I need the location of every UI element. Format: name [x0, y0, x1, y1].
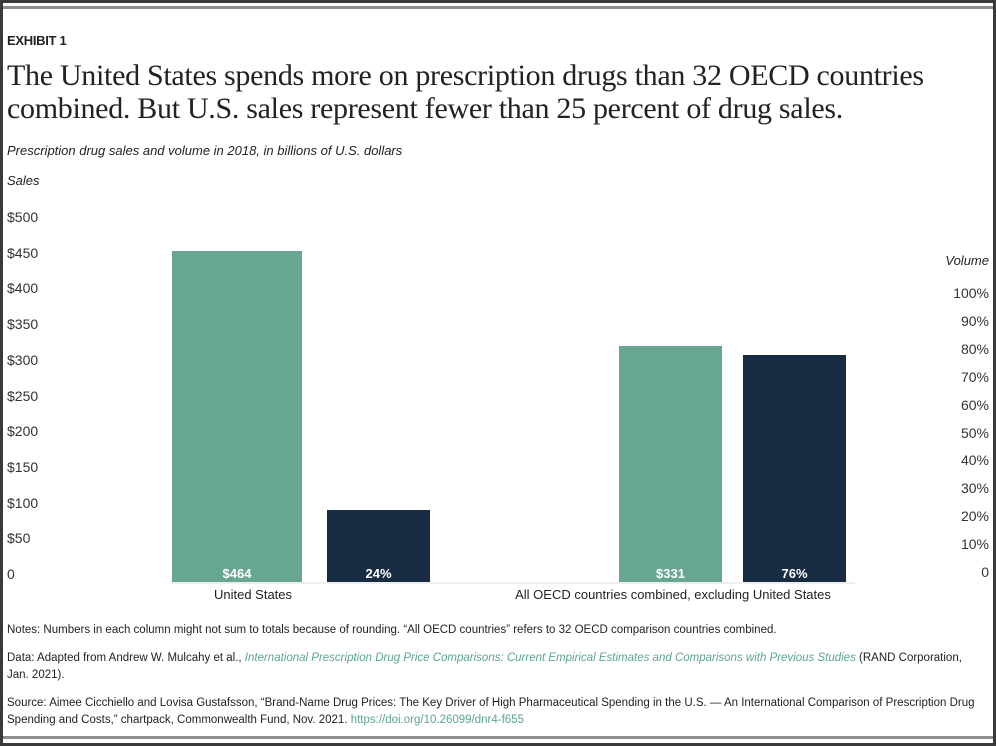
sales-value-label: $464 [222, 566, 252, 581]
left-tick-label: $100 [7, 494, 39, 511]
sales-bar [619, 345, 722, 582]
left-tick-label: $350 [7, 316, 39, 333]
volume-value-label: 76% [781, 566, 808, 581]
volume-value-label: 24% [365, 566, 392, 581]
left-tick-label: $150 [7, 458, 39, 475]
right-tick-label: 0 [981, 564, 989, 580]
source-text: Source: Aimee Cicchiello and Lovisa Gust… [7, 695, 982, 729]
category-label: All OECD countries combined, excluding U… [515, 587, 831, 602]
data-text: Data: Adapted from Andrew W. Mulcahy et … [7, 650, 982, 684]
category-label: United States [213, 587, 293, 602]
data-source-link[interactable]: International Prescription Drug Price Co… [244, 652, 856, 664]
exhibit-page: EXHIBIT 1 The United States spends more … [3, 3, 993, 743]
right-tick-label: 30% [960, 480, 989, 497]
left-tick-label: 0 [7, 566, 15, 582]
source-prefix: Source: Aimee Cicchiello and Lovisa Gust… [7, 697, 975, 726]
doi-link[interactable]: https://doi.org/10.26099/dnr4-f655 [350, 714, 524, 726]
baseline [171, 582, 855, 584]
left-tick-label: $250 [7, 387, 39, 404]
bottom-rule [3, 736, 993, 739]
right-tick-label: 50% [960, 424, 989, 441]
left-tick-label: $500 [7, 209, 39, 225]
right-tick-label: 60% [960, 396, 989, 413]
right-tick-label: 90% [960, 312, 989, 329]
left-tick-label: $300 [7, 351, 39, 368]
left-tick-label: $50 [7, 530, 31, 547]
exhibit-label: EXHIBIT 1 [7, 33, 67, 48]
right-tick-label: 10% [960, 536, 989, 553]
left-axis-label: Sales [7, 173, 40, 188]
right-axis-label: Volume [945, 253, 989, 268]
top-rule [3, 6, 993, 9]
right-tick-label: 70% [960, 368, 989, 385]
volume-bar [743, 354, 846, 582]
data-prefix: Data: Adapted from Andrew W. Mulcahy et … [7, 652, 245, 664]
chart-area: 0 $50 $100 $150 $200 $250 $300 $350 $400 $450 $500… [3, 3, 993, 613]
left-tick-label: $450 [7, 244, 39, 261]
notes-text: Notes: Numbers in each column might not … [7, 624, 777, 636]
right-tick-label: 80% [960, 340, 989, 357]
sales-value-label: $331 [656, 566, 685, 581]
data-suffix: (RAND Corporation, Jan. 2021). [7, 652, 962, 681]
sales-bar [172, 250, 302, 582]
right-tick-label: 20% [960, 508, 989, 525]
right-tick-label: 100% [953, 285, 989, 301]
chart-subtitle: Prescription drug sales and volume in 20… [7, 143, 403, 158]
left-tick-label: $200 [7, 423, 39, 440]
right-tick-label: 40% [960, 452, 989, 469]
left-tick-label: $400 [7, 280, 39, 297]
volume-bar [327, 510, 430, 582]
chart-title: The United States spends more on prescri… [7, 59, 924, 125]
